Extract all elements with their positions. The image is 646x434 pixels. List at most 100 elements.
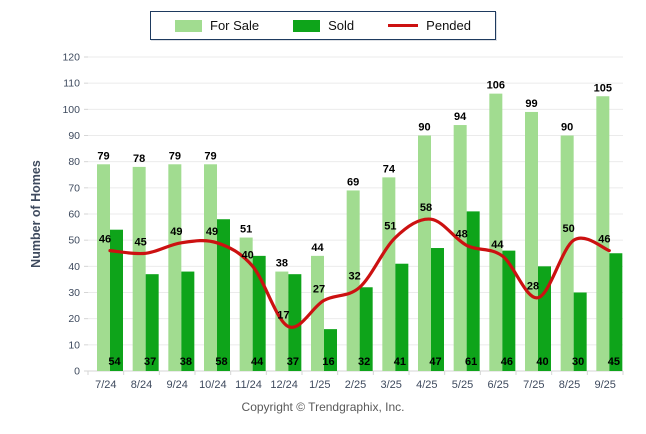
for-sale-value-label: 38 [276, 258, 288, 270]
for-sale-value-label: 51 [240, 224, 252, 236]
sold-value-label: 44 [251, 356, 264, 368]
for-sale-value-label: 99 [525, 98, 537, 110]
x-axis-tick-label: 3/25 [380, 379, 401, 391]
for-sale-value-label: 90 [418, 122, 430, 134]
sold-value-label: 38 [180, 356, 192, 368]
for-sale-swatch-icon [175, 19, 202, 32]
x-axis-tick-label: 9/24 [166, 379, 187, 391]
pended-value-label: 49 [170, 226, 182, 238]
sold-swatch-icon [293, 19, 321, 32]
legend-item-pended: Pended [388, 18, 471, 33]
pended-value-label: 32 [349, 270, 361, 282]
pended-value-label: 46 [99, 234, 111, 246]
for-sale-bar [596, 96, 610, 371]
pended-value-label: 17 [277, 310, 289, 322]
for-sale-bar [97, 164, 110, 371]
x-axis-tick-label: 12/24 [270, 379, 298, 391]
for-sale-bar [311, 255, 324, 371]
sold-value-label: 40 [536, 356, 548, 368]
sold-value-label: 45 [608, 356, 620, 368]
sold-bar [288, 274, 302, 371]
sold-value-label: 54 [108, 356, 121, 368]
pended-value-label: 44 [491, 239, 504, 251]
x-axis-tick-label: 9/25 [594, 379, 615, 391]
sold-value-label: 30 [572, 356, 584, 368]
sold-bar [217, 219, 230, 371]
for-sale-value-label: 74 [383, 163, 396, 175]
legend-label-for-sale: For Sale [210, 18, 260, 33]
sold-value-label: 61 [465, 356, 477, 368]
sold-value-label: 16 [322, 356, 334, 368]
x-axis-tick-label: 2/25 [345, 379, 366, 391]
y-axis-tick-label: 100 [62, 104, 80, 116]
y-axis-tick-label: 90 [68, 130, 80, 142]
for-sale-value-label: 105 [594, 82, 612, 94]
for-sale-value-label: 78 [133, 153, 145, 165]
for-sale-bar [204, 164, 217, 371]
for-sale-bar [525, 111, 538, 371]
sold-bar [502, 250, 516, 371]
pended-value-label: 50 [563, 223, 575, 235]
for-sale-bar [453, 125, 467, 372]
sold-bar [324, 329, 337, 371]
x-axis-tick-label: 11/24 [235, 379, 262, 391]
sold-bar [359, 287, 373, 371]
y-axis-tick-label: 80 [68, 156, 80, 168]
for-sale-bar [418, 135, 431, 371]
for-sale-bar [132, 166, 146, 371]
x-axis-tick-label: 7/24 [95, 379, 116, 391]
x-axis-tick-label: 1/25 [309, 379, 330, 391]
pended-line [108, 217, 611, 329]
x-axis-tick-label: 5/25 [452, 379, 473, 391]
for-sale-value-label: 79 [204, 150, 216, 162]
y-axis-tick-label: 110 [63, 78, 80, 90]
pended-value-label: 49 [206, 226, 218, 238]
y-axis-tick-label: 0 [74, 366, 80, 378]
for-sale-value-label: 79 [169, 150, 181, 162]
sold-value-label: 46 [501, 356, 513, 368]
x-axis-tick-label: 10/24 [199, 379, 227, 391]
sold-bar [110, 229, 123, 371]
for-sale-value-label: 90 [561, 122, 573, 134]
x-axis-tick-label: 4/25 [416, 379, 437, 391]
x-axis-tick-label: 8/25 [559, 379, 580, 391]
sold-bar [431, 248, 444, 371]
pended-value-label: 58 [420, 202, 432, 214]
sold-value-label: 32 [358, 356, 370, 368]
legend-label-pended: Pended [426, 18, 471, 33]
sold-bar [538, 266, 551, 371]
x-axis-tick-label: 8/24 [131, 379, 152, 391]
chart-legend: For Sale Sold Pended [150, 11, 496, 40]
for-sale-value-label: 94 [454, 111, 467, 123]
sold-value-label: 37 [287, 356, 299, 368]
for-sale-value-label: 79 [97, 150, 109, 162]
y-axis-tick-label: 60 [68, 209, 80, 221]
y-axis-title: Number of Homes [29, 160, 43, 268]
legend-item-for-sale: For Sale [175, 18, 259, 33]
pended-value-label: 27 [313, 283, 325, 295]
pended-value-label: 40 [242, 249, 254, 261]
for-sale-bar [168, 164, 182, 371]
for-sale-bar [346, 190, 360, 371]
y-axis-tick-label: 70 [68, 182, 80, 194]
for-sale-value-label: 106 [487, 80, 505, 92]
x-axis-tick-label: 6/25 [487, 379, 508, 391]
y-axis-tick-label: 40 [68, 261, 80, 273]
sold-value-label: 41 [394, 356, 406, 368]
sold-value-label: 37 [144, 356, 156, 368]
pended-value-label: 48 [456, 228, 468, 240]
y-axis-tick-label: 30 [68, 287, 80, 299]
legend-label-sold: Sold [328, 18, 355, 33]
sold-value-label: 47 [429, 356, 441, 368]
for-sale-bar [239, 237, 253, 371]
for-sale-value-label: 69 [347, 176, 359, 188]
y-axis-tick-label: 50 [68, 235, 80, 247]
sold-bar [395, 263, 409, 371]
for-sale-value-label: 44 [311, 242, 324, 254]
y-axis-tick-label: 120 [62, 52, 80, 64]
pended-value-label: 28 [527, 281, 539, 293]
copyright-text: Copyright © Trendgraphix, Inc. [241, 400, 405, 414]
for-sale-bar [489, 93, 503, 371]
